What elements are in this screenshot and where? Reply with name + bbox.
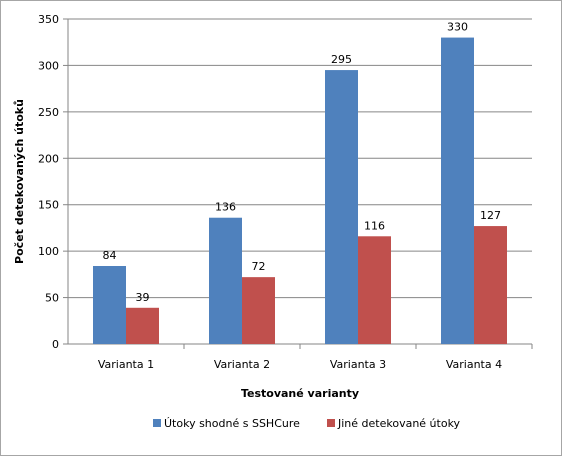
bar-series-2 bbox=[242, 277, 275, 344]
legend-label-series-2: Jiné detekované útoky bbox=[337, 417, 461, 430]
category-label: Varianta 1 bbox=[98, 358, 154, 371]
data-label: 295 bbox=[331, 53, 352, 66]
data-label: 39 bbox=[136, 291, 150, 304]
legend-swatch-series-2 bbox=[327, 419, 335, 427]
legend-swatch-series-1 bbox=[153, 419, 161, 427]
data-labels: 84 39 136 72 295 116 330 127 bbox=[103, 21, 502, 304]
bars bbox=[93, 37, 507, 345]
data-label: 84 bbox=[103, 249, 117, 262]
bar-series-1 bbox=[93, 266, 126, 344]
data-label: 127 bbox=[480, 209, 501, 222]
x-axis-title: Testované varianty bbox=[241, 387, 359, 400]
y-tick-label: 300 bbox=[38, 59, 59, 72]
y-tick-label: 100 bbox=[38, 245, 59, 258]
data-label: 136 bbox=[215, 201, 236, 214]
data-label: 116 bbox=[364, 219, 385, 232]
bar-series-1 bbox=[325, 70, 358, 345]
bar-series-1 bbox=[441, 37, 474, 344]
legend-label-series-1: Útoky shodné s SSHCure bbox=[164, 417, 300, 430]
data-label: 330 bbox=[447, 21, 468, 34]
y-tick-label: 150 bbox=[38, 199, 59, 212]
y-tick-label: 200 bbox=[38, 152, 59, 165]
bar-series-2 bbox=[358, 236, 391, 344]
y-tick-label: 50 bbox=[45, 292, 59, 305]
bar-series-1 bbox=[209, 217, 242, 344]
category-label: Varianta 3 bbox=[330, 358, 386, 371]
legend: Útoky shodné s SSHCure Jiné detekované ú… bbox=[153, 417, 461, 430]
y-axis-title: Počet detekovaných útoků bbox=[13, 99, 26, 264]
bar-series-2 bbox=[126, 307, 159, 344]
y-tick-label: 0 bbox=[52, 338, 59, 351]
y-tick-label: 350 bbox=[38, 13, 59, 26]
data-label: 72 bbox=[252, 260, 266, 273]
bar-series-2 bbox=[474, 226, 507, 344]
category-label: Varianta 4 bbox=[446, 358, 502, 371]
y-tick-labels: 0 50 100 150 200 250 300 350 bbox=[38, 13, 59, 351]
category-labels: Varianta 1 Varianta 2 Varianta 3 Varianta 4 bbox=[98, 358, 502, 371]
y-tick-label: 250 bbox=[38, 106, 59, 119]
category-label: Varianta 2 bbox=[214, 358, 270, 371]
